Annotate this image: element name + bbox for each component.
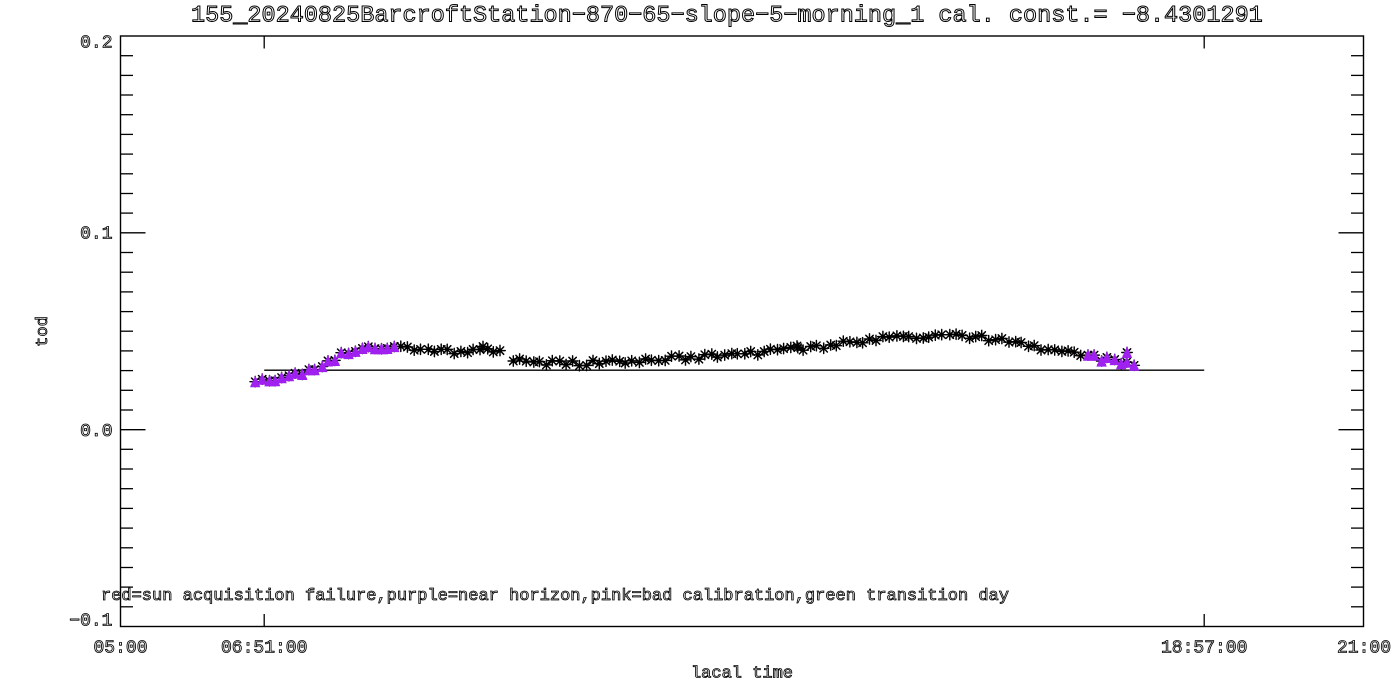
svg-text:06:51:00: 06:51:00 [221,639,307,659]
svg-text:lacal time: lacal time [691,665,793,684]
svg-text:red=sun acquisition failure,pu: red=sun acquisition failure,purple=near … [101,587,1009,606]
svg-text:−0.1: −0.1 [69,612,112,632]
svg-text:155_20240825BarcroftStation−87: 155_20240825BarcroftStation−870−65−slope… [191,3,1263,30]
svg-text:05:00: 05:00 [93,639,147,659]
svg-text:0.2: 0.2 [80,34,112,54]
svg-text:0.1: 0.1 [80,225,112,245]
svg-text:18:57:00: 18:57:00 [1161,639,1247,659]
svg-text:tod: tod [34,316,53,347]
svg-text:21:00: 21:00 [1337,639,1391,659]
svg-text:0.0: 0.0 [80,422,112,442]
